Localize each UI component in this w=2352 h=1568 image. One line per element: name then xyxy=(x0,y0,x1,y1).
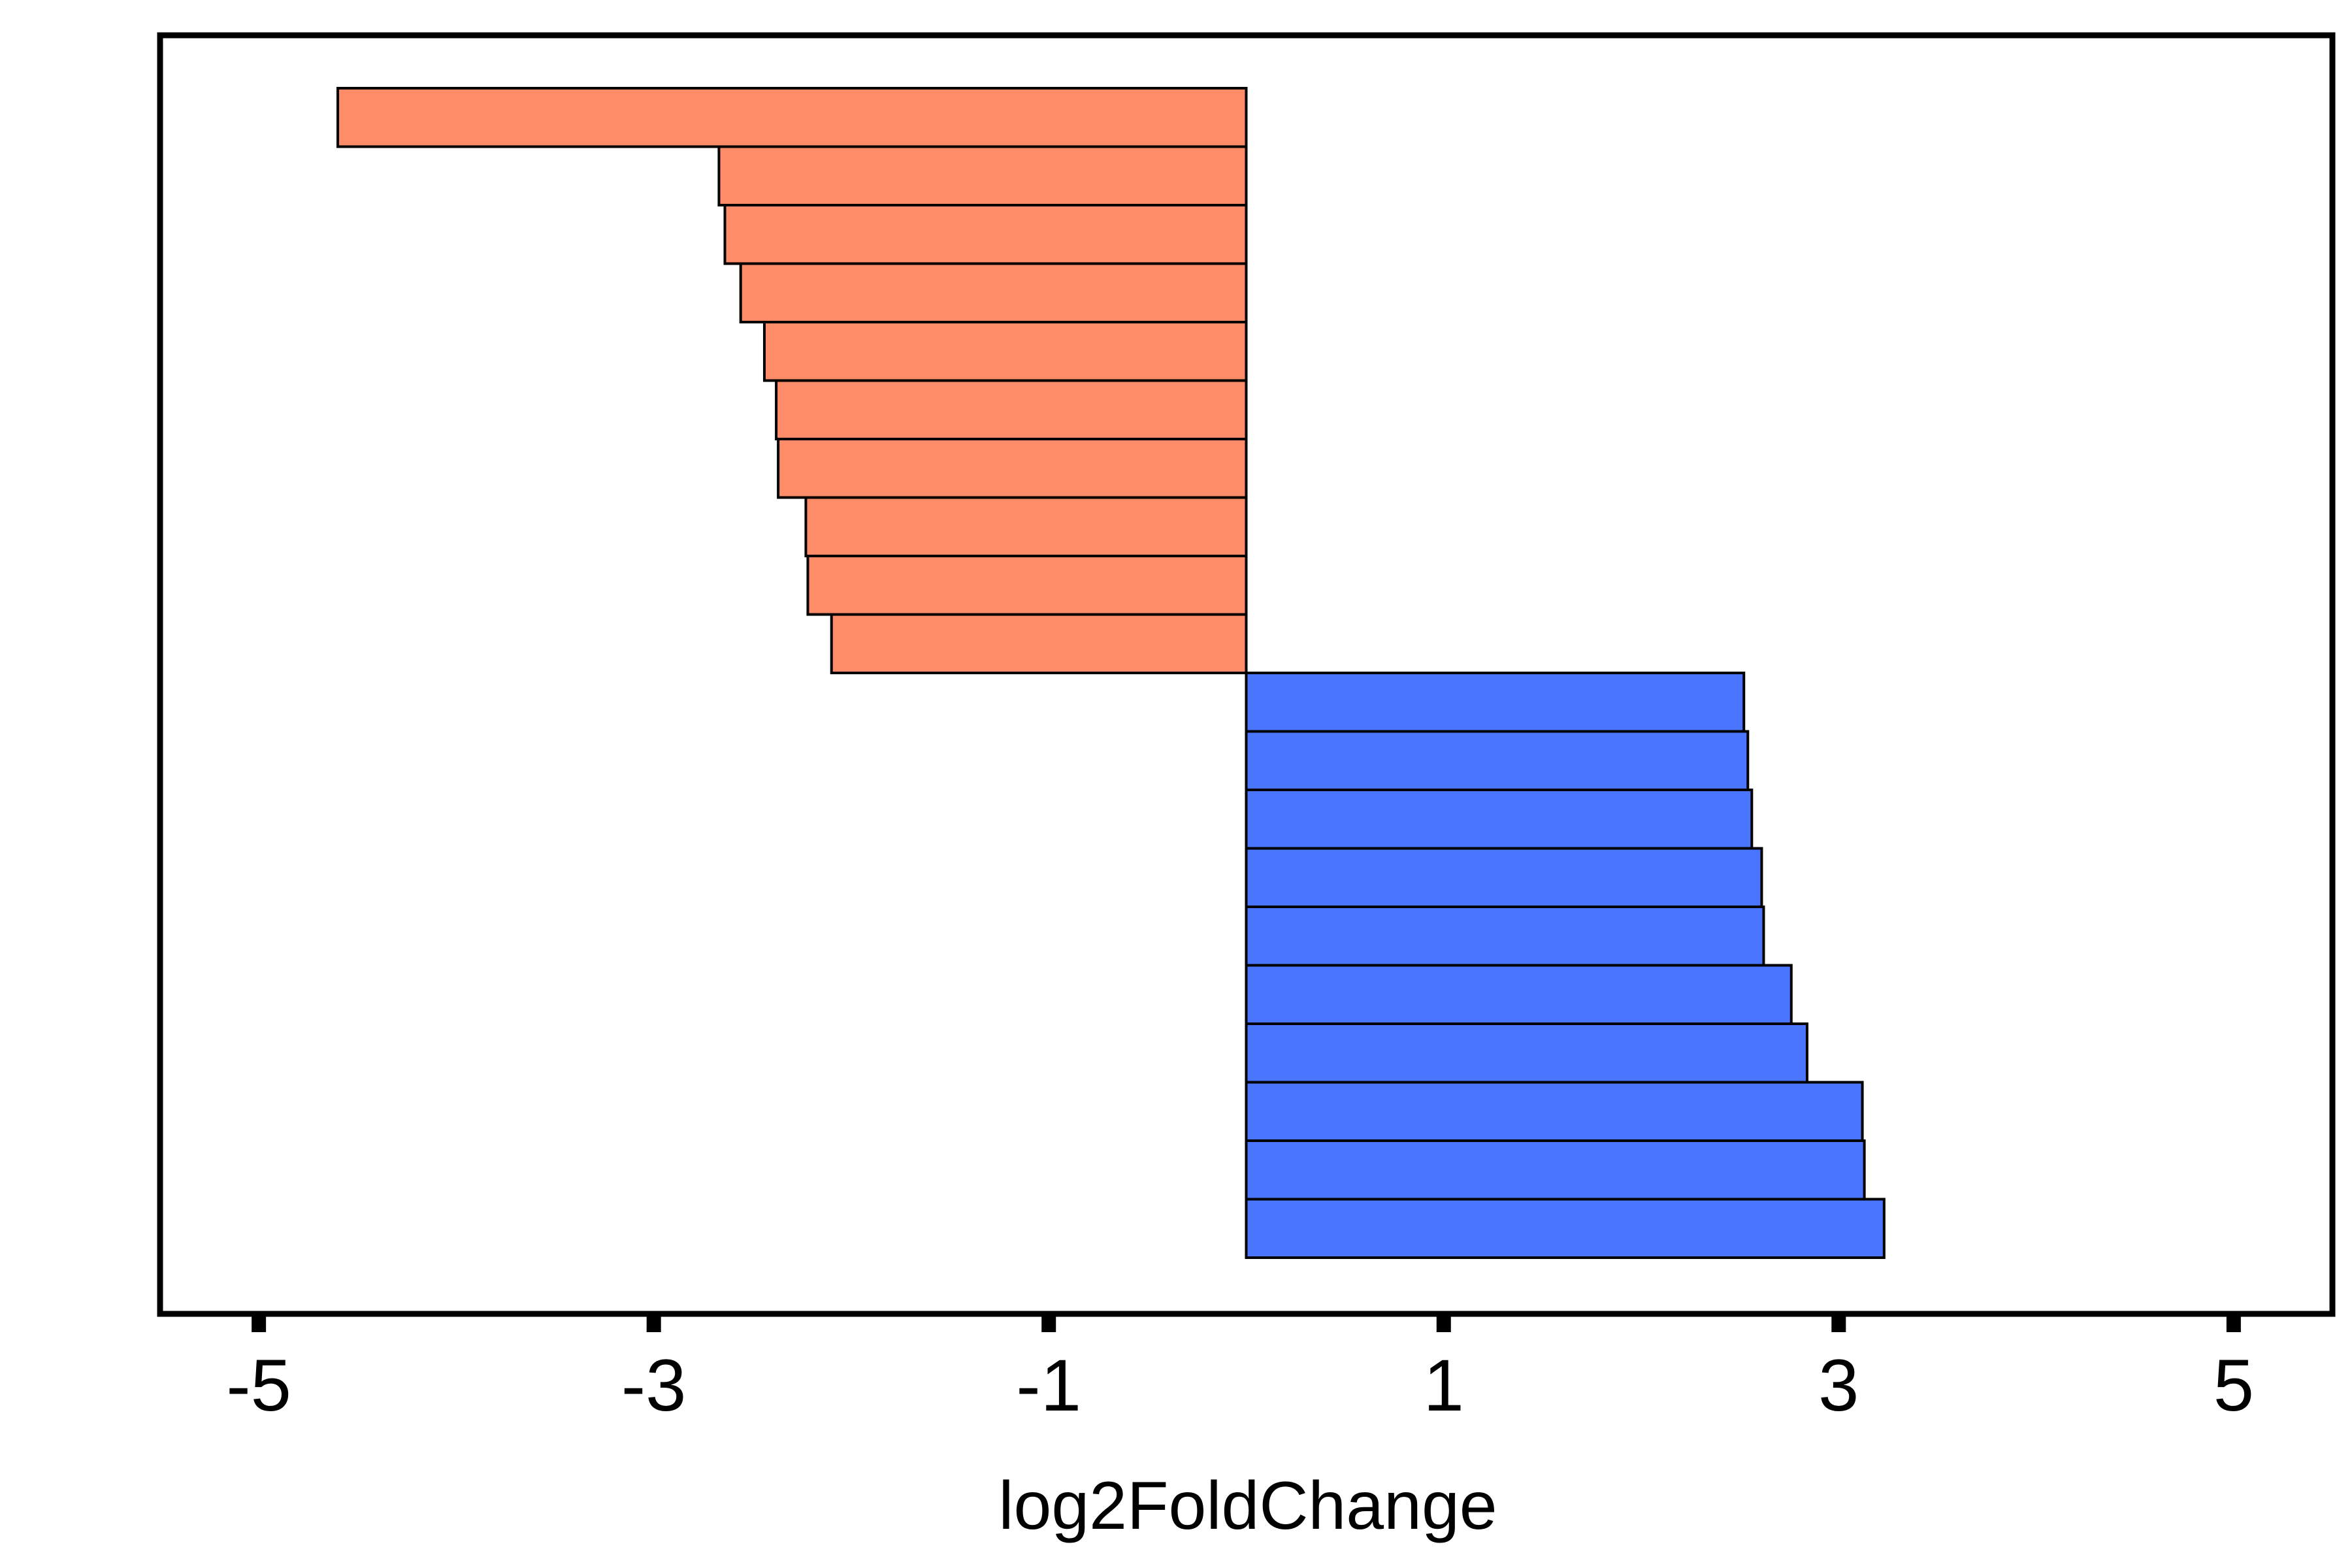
bar-series1-9 xyxy=(806,555,1248,616)
bar-series1-2 xyxy=(717,145,1248,206)
bar-series1-8 xyxy=(804,496,1248,557)
x-tick-label: 1 xyxy=(1424,1345,1464,1426)
bar-series2-9 xyxy=(1245,1139,1866,1201)
bar-series1-3 xyxy=(723,204,1248,265)
x-tick-label: 3 xyxy=(1818,1345,1859,1426)
bar-series2-4 xyxy=(1245,847,1763,908)
x-tick-label: -3 xyxy=(621,1345,687,1426)
bar-series2-8 xyxy=(1245,1081,1864,1142)
bar-series1-10 xyxy=(830,613,1248,674)
bar-series1-4 xyxy=(739,262,1248,323)
x-axis-ticks: -5 -3 -1 1 3 5 xyxy=(226,1314,2254,1426)
x-tick-label: -5 xyxy=(226,1345,291,1426)
bar-series1-6 xyxy=(775,379,1248,440)
bar-series1-1 xyxy=(336,87,1248,148)
bar-series2-3 xyxy=(1245,789,1754,850)
x-tick-label: -1 xyxy=(1016,1345,1081,1426)
bar-series2-6 xyxy=(1245,964,1793,1025)
bar-series2-10 xyxy=(1245,1198,1886,1259)
bar-series1-5 xyxy=(762,321,1248,382)
bar-series1-7 xyxy=(777,438,1248,499)
plot-frame xyxy=(157,32,2336,1317)
bars-group xyxy=(336,87,1886,1259)
bar-series2-7 xyxy=(1245,1022,1808,1084)
bar-series2-5 xyxy=(1245,906,1765,967)
bar-series2-1 xyxy=(1245,672,1746,733)
x-tick-label: 5 xyxy=(2213,1345,2254,1426)
bar-series2-2 xyxy=(1245,730,1750,791)
x-axis-label: log2FoldChange xyxy=(998,1468,1497,1544)
